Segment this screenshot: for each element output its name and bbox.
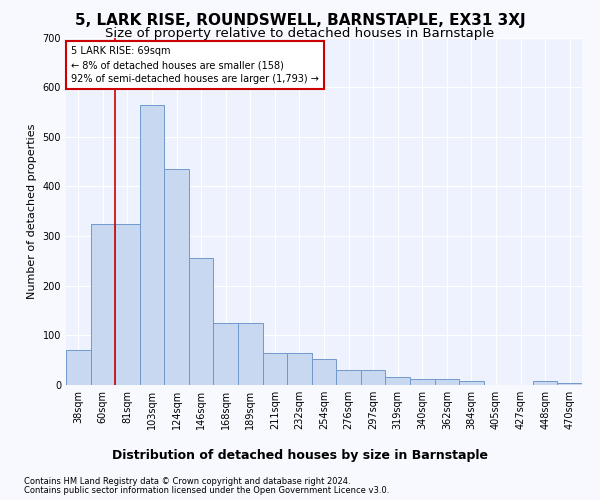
Bar (410, 378, 434, 385)
Text: Contains HM Land Registry data © Crown copyright and database right 2024.: Contains HM Land Registry data © Crown c… (24, 477, 350, 486)
Bar (287, 352, 312, 385)
Bar (140, 104, 164, 385)
Bar (66, 350, 91, 385)
Bar (336, 370, 361, 385)
Bar (214, 323, 238, 385)
Bar (164, 169, 189, 385)
Bar (312, 359, 336, 385)
Bar (385, 376, 410, 385)
Y-axis label: Number of detached properties: Number of detached properties (27, 124, 37, 299)
Bar (189, 258, 214, 385)
Text: 5, LARK RISE, ROUNDSWELL, BARNSTAPLE, EX31 3XJ: 5, LARK RISE, ROUNDSWELL, BARNSTAPLE, EX… (74, 12, 526, 28)
Bar (91, 224, 115, 385)
Text: 5 LARK RISE: 69sqm
← 8% of detached houses are smaller (158)
92% of semi-detache: 5 LARK RISE: 69sqm ← 8% of detached hous… (71, 46, 319, 84)
Bar (115, 224, 140, 385)
Bar (557, 382, 582, 385)
Text: Distribution of detached houses by size in Barnstaple: Distribution of detached houses by size … (112, 450, 488, 462)
Text: Contains public sector information licensed under the Open Government Licence v3: Contains public sector information licen… (24, 486, 389, 495)
Bar (434, 378, 459, 385)
Bar (459, 381, 484, 385)
Bar (263, 352, 287, 385)
Bar (361, 370, 385, 385)
Bar (238, 323, 263, 385)
Bar (533, 381, 557, 385)
Text: Size of property relative to detached houses in Barnstaple: Size of property relative to detached ho… (106, 28, 494, 40)
